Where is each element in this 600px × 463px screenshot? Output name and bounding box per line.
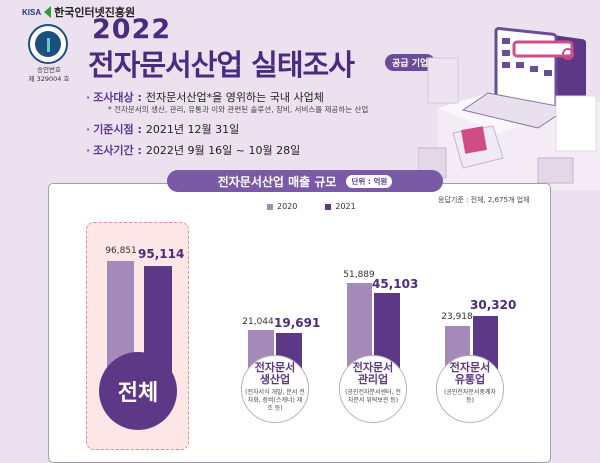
page-title: 전자문서산업 실태조사 (88, 48, 355, 82)
kisa-chevron-icon (44, 6, 52, 18)
value-total-2021: 95,114 (138, 247, 185, 261)
category-description: (공인전자문서센터, 전자문서 위탁보관 등) (345, 389, 401, 404)
value-management-2021: 45,103 (372, 277, 419, 291)
national-statistics-seal-icon (28, 24, 68, 64)
approval-value: 제 329004 호 (28, 75, 70, 83)
info-label: 조사대상 : (93, 91, 142, 104)
category-name: 생산업 (259, 373, 291, 386)
respondent-note: 응답기준 : 전체, 2,675개 업체 (438, 196, 530, 204)
info-row-reference-date: · 기준시점 : 2021년 12월 31일 (86, 121, 239, 137)
legend-label: 2021 (335, 202, 356, 211)
info-label: 조사기간 : (93, 144, 142, 157)
info-value: 2021년 12월 31일 (145, 123, 240, 136)
legend-label: 2020 (277, 202, 298, 211)
category-name: 전자문서 (254, 361, 296, 374)
info-value: 전자문서산업*을 영위하는 국내 사업체 (145, 91, 324, 104)
info-row-target: · 조사대상 : 전자문서산업*을 영위하는 국내 사업체 (86, 89, 324, 105)
section-title: 전자문서산업 매출 규모 (217, 174, 337, 189)
approval-number: 승인번호 제 329004 호 (22, 66, 76, 84)
info-row-survey-period: · 조사기간 : 2022년 9월 16일 ~ 10월 28일 (86, 142, 300, 158)
info-label: 기준시점 : (93, 123, 142, 136)
category-description: (공인전자문서중계자 등) (443, 389, 497, 404)
bullet-icon: · (86, 122, 91, 136)
approval-label: 승인번호 (37, 66, 61, 74)
value-distribution-2020: 23,918 (441, 312, 473, 322)
bullet-icon: · (86, 90, 91, 104)
kisa-mark: KISA (22, 7, 42, 17)
category-name: 관리업 (357, 373, 389, 386)
report-year: 2022 (92, 14, 172, 45)
bullet-icon: · (86, 143, 91, 157)
value-production-2021: 19,691 (274, 316, 321, 330)
management-label-circle: 전자문서 관리업 (공인전자문서센터, 전자문서 위탁보관 등) (339, 355, 407, 423)
total-label: 전체 (117, 381, 159, 406)
chart-legend: 2020 2021 (267, 202, 356, 211)
production-label-circle: 전자문서 생산업 (전자서식 개발, 문서 전자화, 장비(스캐너) 제조 등) (241, 355, 309, 423)
category-description: (전자서식 개발, 문서 전자화, 장비(스캐너) 제조 등) (245, 389, 305, 412)
section-title-banner: 전자문서산업 매출 규모 단위 : 억원 (167, 170, 443, 192)
info-value: 2022년 9월 16일 ~ 10월 28일 (145, 144, 301, 157)
category-name: 전자문서 (352, 361, 394, 374)
unit-badge: 단위 : 억원 (346, 174, 393, 188)
info-footnote: * 전자문서의 생산, 관리, 유통과 이와 관련된 솔루션, 장비, 서비스를… (108, 105, 369, 114)
legend-swatch-2020 (267, 203, 273, 210)
laptop-documents-illustration-icon (418, 26, 600, 190)
category-name: 유통업 (454, 373, 486, 386)
org-name: 한국인터넷진흥원 (54, 6, 136, 19)
legend-item-2021: 2021 (325, 202, 356, 211)
value-total-2020: 96,851 (105, 246, 137, 256)
value-management-2020: 51,889 (343, 270, 375, 280)
total-label-circle: 전체 (99, 352, 177, 430)
distribution-label-circle: 전자문서 유통업 (공인전자문서중계자 등) (436, 355, 504, 423)
legend-item-2020: 2020 (267, 202, 297, 211)
category-name: 전자문서 (449, 361, 491, 374)
legend-swatch-2021 (325, 203, 332, 210)
supplier-badge: 공급 기업 (385, 54, 436, 71)
value-distribution-2021: 30,320 (470, 298, 517, 312)
kisa-logo: KISA 한국인터넷진흥원 (22, 4, 135, 20)
value-production-2020: 21,044 (242, 317, 274, 327)
